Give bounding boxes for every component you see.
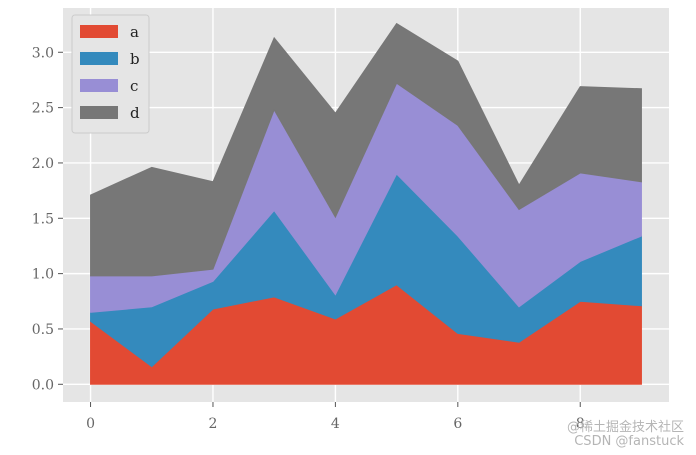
y-tick-label: 2.5 (32, 101, 54, 117)
x-tick-label: 4 (331, 416, 340, 432)
y-tick-label: 0.0 (32, 377, 54, 393)
area-series-group (90, 22, 642, 385)
legend-swatch-d (80, 106, 118, 119)
y-tick-label: 2.0 (32, 156, 54, 172)
x-tick-label: 2 (209, 416, 218, 432)
y-axis-ticks: 0.0 0.5 1.0 1.5 2.0 2.5 3.0 (32, 45, 63, 393)
y-tick-label: 0.5 (32, 322, 54, 338)
x-tick-label: 8 (576, 416, 585, 432)
x-tick-label: 0 (86, 416, 95, 432)
watermark-line-2: CSDN @fanstuck (574, 434, 684, 449)
y-tick-label: 1.0 (32, 267, 54, 283)
watermark: @稀土掘金技术社区 CSDN @fanstuck (567, 421, 684, 449)
watermark-line-1: @稀土掘金技术社区 (566, 420, 684, 435)
legend-frame (71, 14, 150, 134)
y-tick-label: 3.0 (32, 45, 54, 61)
y-tick-label: 1.5 (32, 211, 54, 227)
area-series-d (90, 22, 642, 277)
x-tick-label: 6 (453, 416, 462, 432)
x-axis-ticks: 0 2 4 6 8 (86, 402, 585, 432)
legend-swatch-c (80, 79, 118, 92)
legend-label-c: c (130, 77, 138, 95)
legend-label-b: b (130, 50, 140, 68)
legend-label-d: d (130, 104, 140, 122)
legend-label-a: a (130, 23, 139, 41)
legend-swatch-a (80, 25, 118, 38)
legend-swatch-b (80, 52, 118, 65)
